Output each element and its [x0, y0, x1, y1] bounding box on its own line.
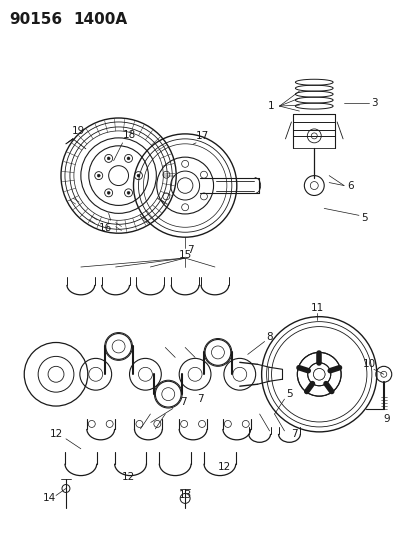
Text: 9: 9	[382, 414, 389, 424]
Circle shape	[107, 157, 110, 160]
Text: 10: 10	[361, 359, 375, 369]
Circle shape	[107, 191, 110, 195]
Text: 12: 12	[49, 429, 62, 439]
Text: 14: 14	[43, 494, 56, 504]
Text: 12: 12	[218, 462, 231, 472]
Text: 17: 17	[195, 131, 208, 141]
Text: 5: 5	[285, 389, 292, 399]
Text: 6: 6	[347, 181, 354, 190]
Text: 11: 11	[310, 303, 323, 313]
Circle shape	[313, 368, 324, 380]
Text: 19: 19	[72, 126, 85, 136]
Text: 3: 3	[370, 98, 377, 108]
Text: 18: 18	[123, 130, 136, 140]
Text: 1400A: 1400A	[73, 12, 127, 27]
Text: 7: 7	[290, 429, 297, 439]
Text: 7: 7	[179, 397, 186, 407]
Text: 90156: 90156	[9, 12, 62, 27]
Text: 15: 15	[178, 250, 191, 260]
Text: 16: 16	[99, 223, 112, 233]
Text: 8: 8	[266, 332, 272, 342]
Text: 13: 13	[178, 490, 191, 500]
Circle shape	[127, 157, 130, 160]
Circle shape	[313, 368, 324, 380]
Text: 5: 5	[361, 213, 367, 223]
Text: 7: 7	[186, 245, 193, 255]
Circle shape	[137, 174, 140, 177]
Circle shape	[97, 174, 100, 177]
Text: 7: 7	[196, 394, 203, 404]
Text: 1: 1	[268, 101, 274, 111]
Text: 12: 12	[121, 472, 135, 482]
Circle shape	[127, 191, 130, 195]
